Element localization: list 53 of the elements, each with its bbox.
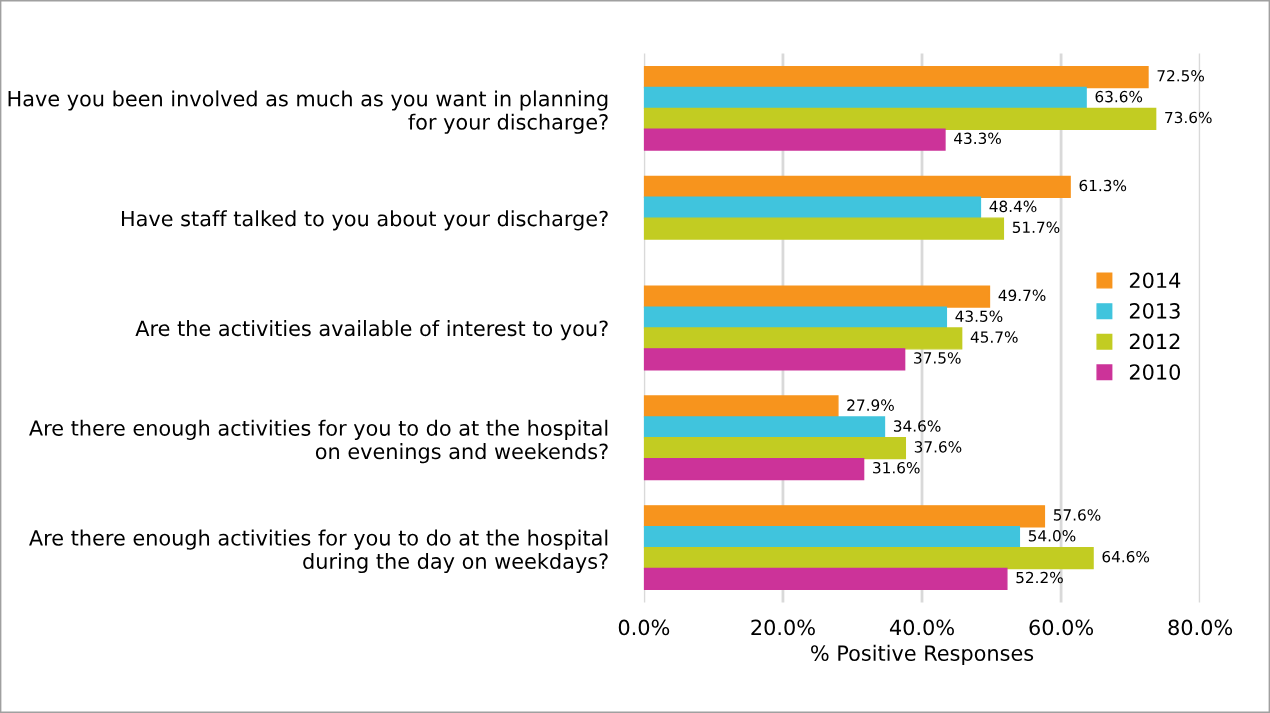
x-axis-title: % Positive Responses (811, 644, 1034, 666)
legend-label: 2014 (1129, 272, 1181, 289)
bar (643, 437, 907, 460)
data-label: 64.6% (1102, 550, 1150, 563)
x-tick-label: 0.0% (618, 619, 670, 636)
y-tick-label: Are there enough activities for you to do at the hospital on evenings and weekends? (29, 419, 608, 464)
bar (643, 327, 963, 350)
bar (643, 348, 906, 371)
bar (643, 285, 991, 308)
bar (643, 457, 865, 481)
data-label: 31.6% (873, 461, 920, 474)
bar (643, 505, 1046, 528)
data-label: 43.3% (954, 132, 1001, 145)
y-tick-label: Have staff talked to you about your discharge? (122, 210, 608, 231)
legend-label: 2010 (1129, 364, 1181, 380)
bar (643, 546, 1094, 570)
y-tick-label: Are the activities available of interest to you? (135, 320, 608, 341)
bar (643, 395, 839, 418)
data-label: 61.3% (1079, 179, 1127, 192)
y-tick-label: Are there enough activities for you to do at the hospital during the day on weekdays? (29, 529, 608, 574)
x-tick-label: 40.0% (889, 619, 954, 636)
data-label: 72.5% (1157, 69, 1205, 82)
bar (643, 567, 1008, 591)
bar (643, 416, 886, 439)
x-tick-label: 80.0% (1168, 619, 1233, 636)
data-label: 51.7% (1012, 221, 1060, 234)
data-label: 48.4% (989, 200, 1037, 213)
x-tick-label: 20.0% (751, 619, 815, 636)
legend-label: 2012 (1129, 333, 1180, 350)
bar (643, 128, 946, 151)
data-label: 57.6% (1053, 509, 1101, 521)
data-label: 37.5% (914, 352, 961, 364)
data-label: 43.5% (955, 310, 1003, 322)
data-label: 49.7% (998, 289, 1046, 302)
legend-label: 2013 (1129, 302, 1180, 319)
bar (643, 65, 1149, 89)
data-label: 45.7% (970, 331, 1018, 343)
data-label: 27.9% (847, 399, 894, 411)
data-label: 52.2% (1016, 571, 1063, 584)
bar (643, 306, 948, 329)
bar (643, 526, 1021, 549)
bar (643, 175, 1071, 199)
data-label: 54.0% (1028, 530, 1076, 542)
data-label: 63.6% (1095, 90, 1143, 103)
bar (643, 107, 1157, 130)
data-label: 37.6% (914, 441, 962, 453)
data-label: 73.6% (1165, 111, 1212, 124)
y-tick-label: Have you been involved as much as you want in planning for your discharge? (8, 90, 608, 134)
bar (643, 217, 1005, 240)
x-tick-label: 60.0% (1029, 619, 1094, 636)
data-label: 34.6% (893, 420, 941, 432)
bar (643, 196, 982, 219)
bar (643, 86, 1087, 110)
